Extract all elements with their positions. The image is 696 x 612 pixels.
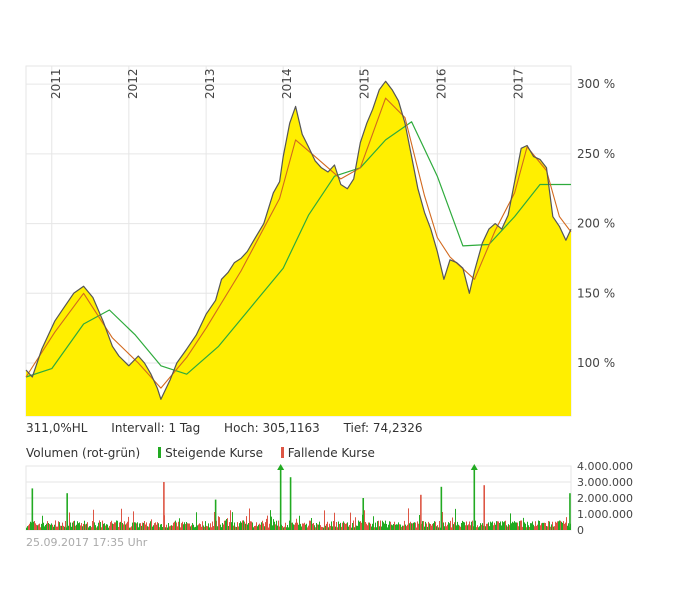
volume-tick-label-3: 1.000.000	[577, 508, 633, 521]
volume-tick-label-0: 4.000.000	[577, 460, 633, 473]
volume-y-axis: 4.000.000 3.000.000 2.000.000 1.000.000 0	[577, 460, 633, 537]
x-tick-label-2011: 2011	[49, 68, 63, 99]
high-label: Hoch: 305,1163	[224, 421, 320, 435]
price-lines	[25, 80, 572, 400]
price-line	[25, 80, 572, 400]
price-fill	[26, 81, 571, 417]
volume-legend: Volumen (rot-grün) Steigende Kurse Falle…	[26, 446, 375, 460]
x-tick-label-2017: 2017	[512, 68, 526, 99]
volume-title: Volumen (rot-grün)	[26, 446, 141, 460]
rising-label: Steigende Kurse	[165, 446, 263, 460]
y-tick-label-3: 250 %	[577, 147, 615, 161]
volume-tick-label-4: 0	[577, 524, 584, 537]
price-y-axis: 100 % 150 % 200 % 250 % 300 %	[577, 77, 615, 370]
price-area	[26, 81, 571, 417]
y-tick-label-1: 150 %	[577, 286, 615, 300]
volume-tick-label-1: 3.000.000	[577, 476, 633, 489]
falling-swatch	[280, 447, 284, 458]
x-tick-label-2013: 2013	[203, 68, 217, 99]
x-tick-label-2016: 2016	[434, 68, 448, 99]
performance-label: 311,0%HL	[26, 421, 88, 435]
y-tick-label-2: 200 %	[577, 217, 615, 231]
x-tick-label-2012: 2012	[126, 68, 140, 99]
volume-bars	[26, 464, 571, 530]
moving-average-long	[25, 121, 571, 378]
overflow-arrow-icon	[470, 464, 478, 470]
rising-swatch	[158, 447, 162, 458]
y-tick-label-0: 100 %	[577, 356, 615, 370]
x-tick-label-2015: 2015	[357, 68, 371, 99]
price-x-axis: 2011 2012 2013 2014 2015 2016 2017	[49, 68, 526, 99]
volume-tick-label-2: 2.000.000	[577, 492, 633, 505]
price-statistics: 311,0%HL Intervall: 1 Tag Hoch: 305,1163…	[26, 421, 443, 435]
overflow-arrow-icon	[277, 464, 285, 470]
x-tick-label-2014: 2014	[280, 68, 294, 99]
interval-label: Intervall: 1 Tag	[111, 421, 201, 435]
timestamp: 25.09.2017 17:35 Uhr	[26, 536, 148, 549]
y-tick-label-4: 300 %	[577, 77, 615, 91]
volume-chart-grid	[25, 465, 572, 531]
low-label: Tief: 74,2326	[343, 421, 423, 435]
falling-label: Fallende Kurse	[287, 446, 375, 460]
